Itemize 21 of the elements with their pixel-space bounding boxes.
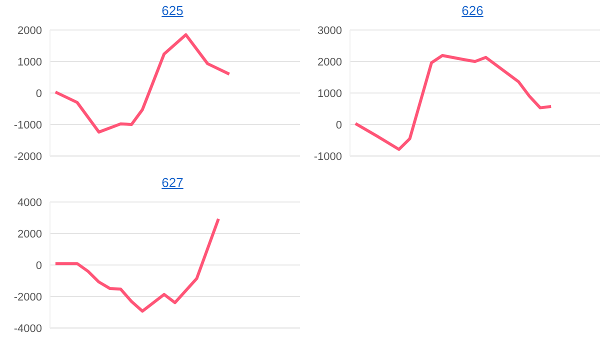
chart-title: 626 <box>460 2 484 20</box>
line-series <box>354 54 553 151</box>
y-tick-label: -2000 <box>14 291 42 304</box>
y-tick-label: 0 <box>36 260 42 272</box>
y-tick-label: 1000 <box>18 56 42 68</box>
line-series <box>54 33 231 134</box>
y-tick-label: -1000 <box>14 119 42 132</box>
y-tick-label: -2000 <box>14 150 42 163</box>
line-series <box>54 217 220 313</box>
y-tick-label: 4000 <box>18 196 42 209</box>
y-tick-label: -1000 <box>314 150 342 163</box>
chart-title: 627 <box>160 174 184 192</box>
y-tick-label: 0 <box>36 88 42 100</box>
y-tick-label: 2000 <box>318 56 342 68</box>
y-tick-label: 0 <box>336 119 342 132</box>
y-tick-label: 2000 <box>18 228 42 240</box>
y-tick-label: 2000 <box>18 24 42 37</box>
chart-title: 625 <box>160 2 184 20</box>
y-tick-label: -4000 <box>14 322 42 335</box>
y-tick-label: 1000 <box>318 88 342 100</box>
y-tick-label: 3000 <box>318 24 342 37</box>
